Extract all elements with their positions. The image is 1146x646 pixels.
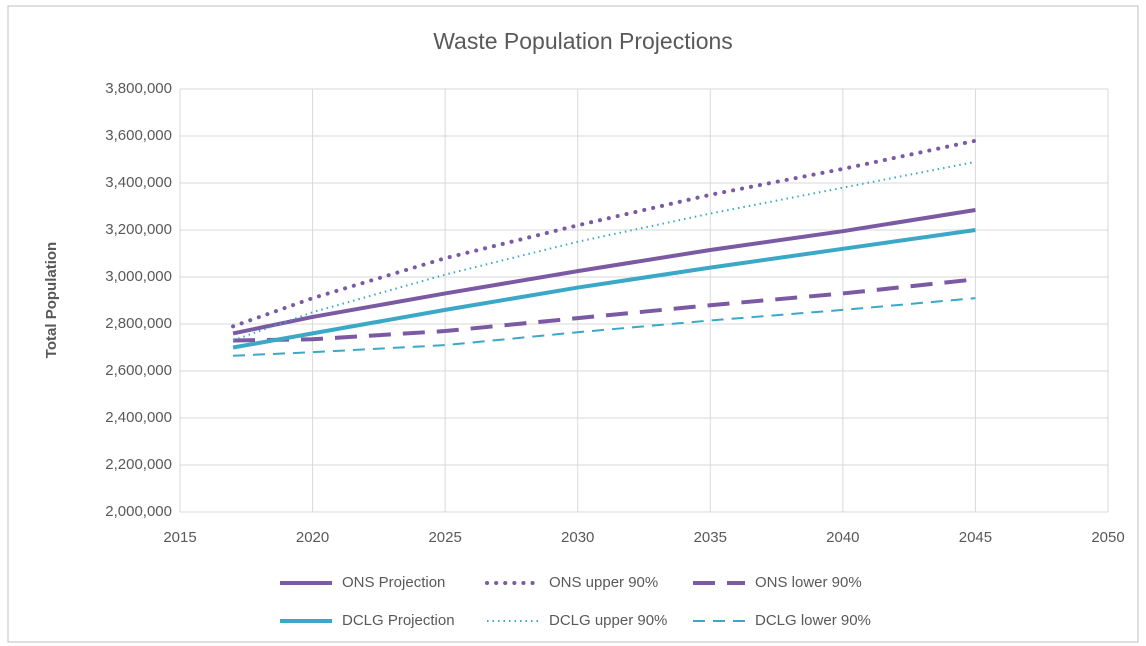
legend-label: DCLG upper 90%	[549, 612, 667, 629]
legend-label: ONS lower 90%	[755, 574, 862, 591]
y-tick-label: 2,600,000	[105, 362, 172, 379]
series-line	[232, 277, 976, 343]
series-line	[232, 208, 976, 336]
series-line	[232, 160, 976, 342]
y-tick-label: 3,000,000	[105, 268, 172, 285]
y-axis-label: Total Population	[43, 242, 60, 358]
y-tick-label: 3,200,000	[105, 221, 172, 238]
legend-label: ONS upper 90%	[549, 574, 658, 591]
x-tick-label: 2050	[1091, 529, 1124, 546]
x-tick-label: 2030	[561, 529, 594, 546]
series-line	[232, 228, 976, 350]
x-tick-label: 2040	[826, 529, 859, 546]
x-tick-label: 2020	[296, 529, 329, 546]
y-tick-label: 2,400,000	[105, 409, 172, 426]
y-tick-label: 3,600,000	[105, 127, 172, 144]
x-tick-label: 2045	[959, 529, 992, 546]
x-tick-label: 2035	[694, 529, 727, 546]
y-tick-label: 3,400,000	[105, 174, 172, 191]
x-tick-label: 2015	[163, 529, 196, 546]
series-line	[232, 297, 976, 357]
chart-title: Waste Population Projections	[433, 28, 733, 54]
y-tick-label: 2,200,000	[105, 456, 172, 473]
legend-label: ONS Projection	[342, 574, 445, 591]
y-tick-label: 3,800,000	[105, 80, 172, 97]
y-tick-label: 2,000,000	[105, 503, 172, 520]
legend-label: DCLG lower 90%	[755, 612, 871, 629]
y-tick-label: 2,800,000	[105, 315, 172, 332]
x-tick-label: 2025	[428, 529, 461, 546]
legend-label: DCLG Projection	[342, 612, 455, 629]
